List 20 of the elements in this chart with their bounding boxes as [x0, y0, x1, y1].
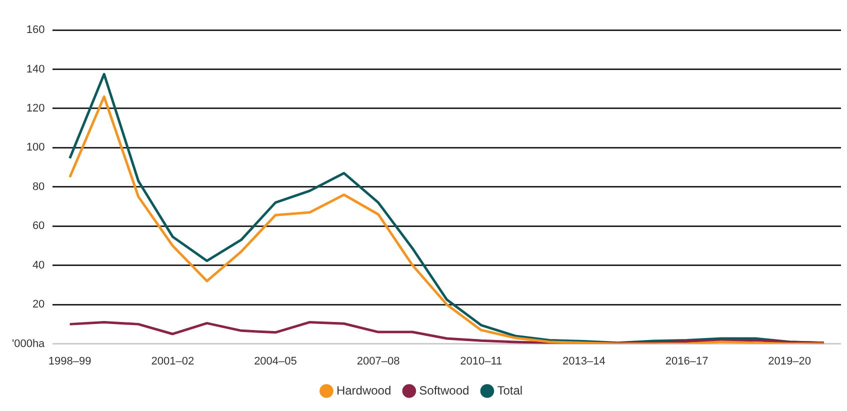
y-tick-label: '000ha: [12, 338, 46, 350]
y-tick-label: 120: [26, 102, 45, 114]
y-tick-label: 60: [32, 220, 45, 232]
legend-label: Total: [497, 383, 523, 398]
x-tick-label: 2013–14: [562, 355, 606, 368]
y-tick-label: 40: [32, 259, 45, 272]
y-tick-label: 140: [26, 63, 45, 76]
x-tick-label: 2007–08: [356, 355, 400, 368]
y-tick-label: 20: [32, 298, 45, 311]
x-tick-label: 2016–17: [665, 355, 708, 368]
x-tick-label: 2004–05: [254, 355, 297, 368]
legend-label: Softwood: [419, 383, 470, 398]
x-tick-label: 2019–20: [768, 355, 811, 368]
x-tick-label: 2010–11: [460, 355, 502, 368]
y-tick-label: 100: [26, 142, 45, 154]
x-tick-label: 2001–02: [151, 355, 194, 368]
legend-label: Hardwood: [336, 383, 392, 398]
y-tick-label: 80: [32, 180, 45, 193]
y-tick-label: 160: [26, 24, 45, 36]
x-tick-label: 1998–99: [48, 355, 92, 368]
